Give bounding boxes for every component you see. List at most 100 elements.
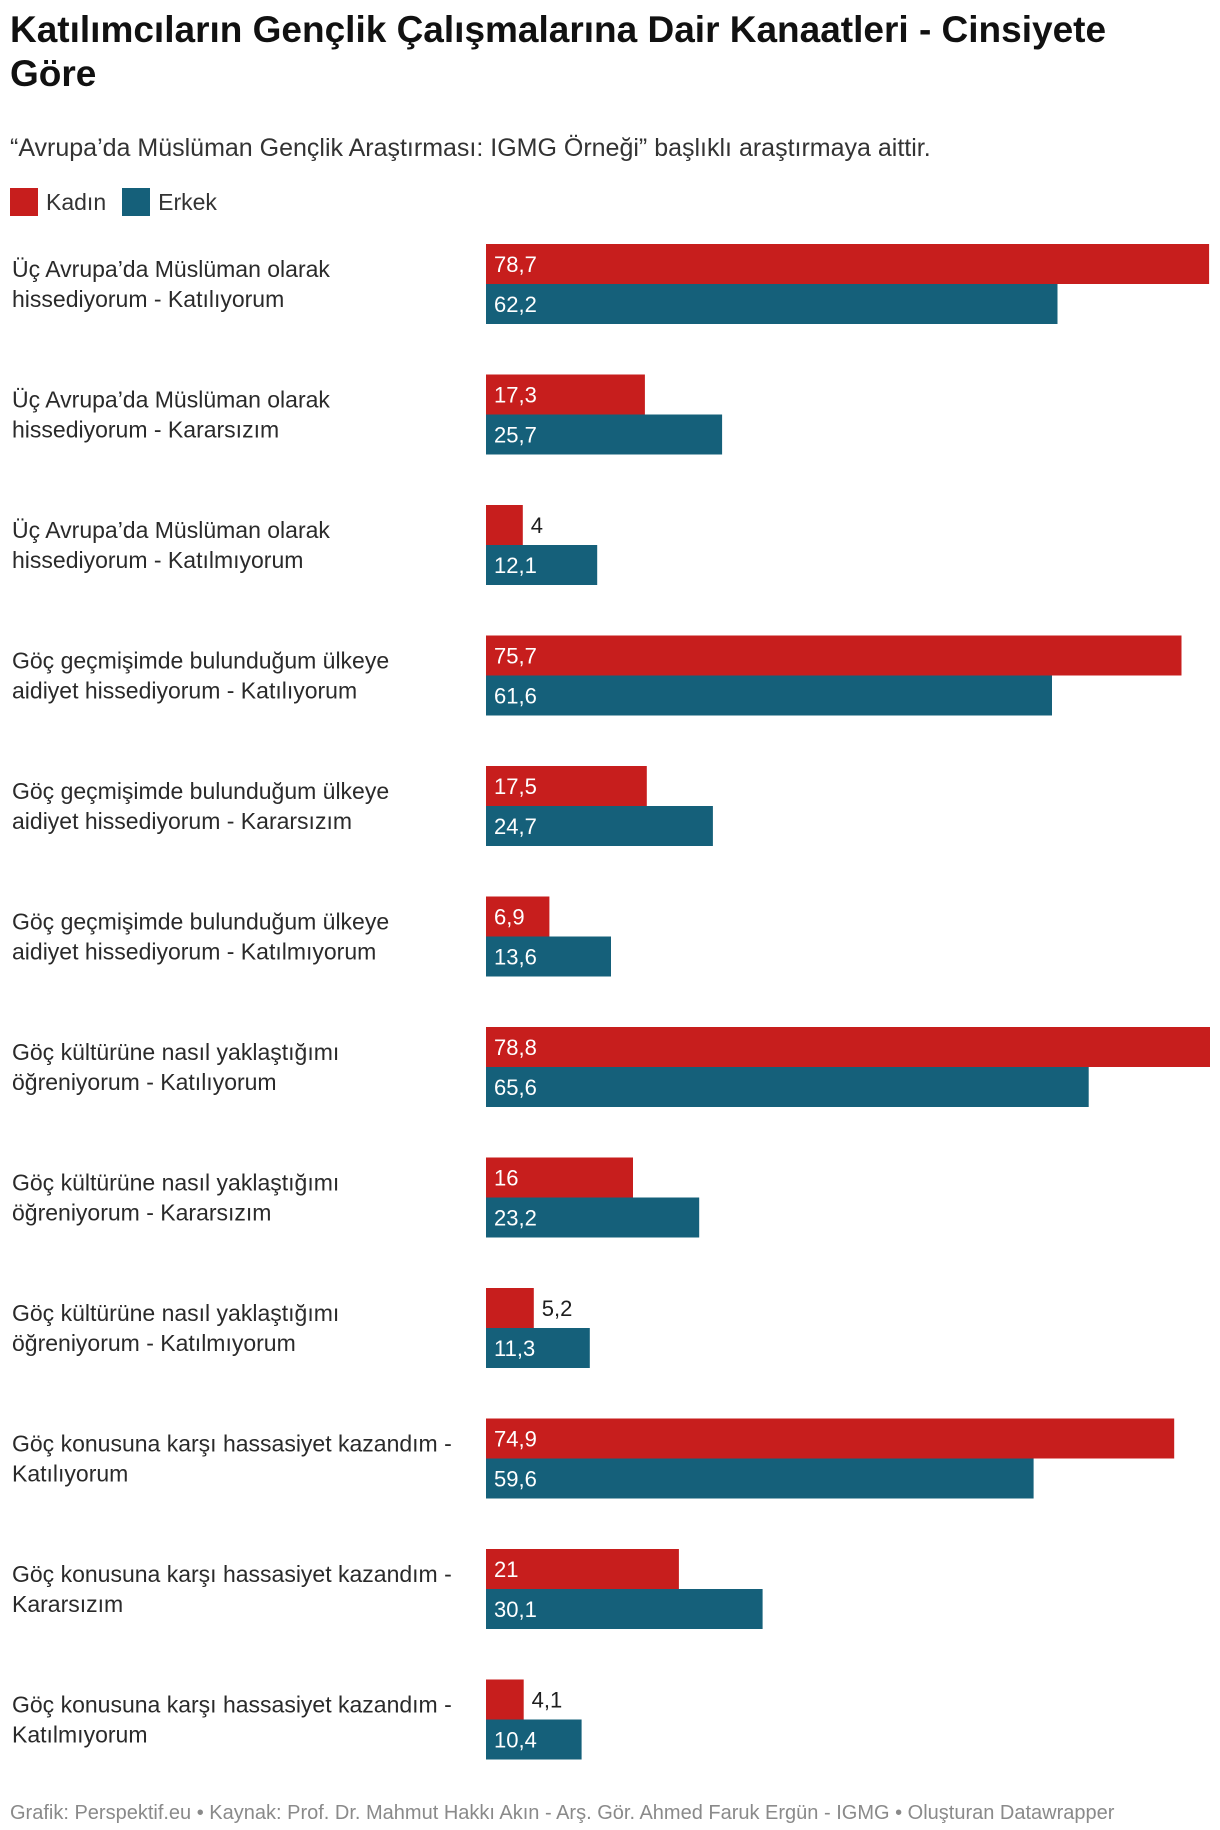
category-label: Üç Avrupa’da Müslüman olarak hissediyorum… bbox=[12, 387, 330, 443]
legend-swatch-kadin bbox=[10, 188, 38, 216]
bar-erkek bbox=[486, 806, 713, 846]
category-label-line: Üç Avrupa’da Müslüman olarak bbox=[12, 387, 330, 413]
category-label: Göç kültürüne nasıl yaklaştığımı öğreniyo… bbox=[12, 1039, 339, 1095]
value-label-erkek: 11,3 bbox=[494, 1336, 535, 1361]
legend-item-erkek: Erkek bbox=[122, 188, 217, 216]
bar-erkek bbox=[486, 936, 611, 977]
category-label-line: hissediyorum - Katılmıyorum bbox=[12, 547, 303, 573]
category-label-line: Göç geçmişimde bulunduğum ülkeye bbox=[12, 778, 389, 804]
category-label-line: Göç geçmişimde bulunduğum ülkeye bbox=[12, 648, 389, 674]
chart-title: Katılımcıların Gençlik Çalışmalarına Dai… bbox=[10, 9, 1107, 94]
value-label-kadin: 21 bbox=[494, 1557, 518, 1582]
category-label-line: Göç kültürüne nasıl yaklaştığımı bbox=[12, 1039, 339, 1065]
bar-kadin bbox=[486, 505, 523, 545]
value-label-erkek: 10,4 bbox=[494, 1728, 537, 1753]
bar-kadin bbox=[486, 374, 645, 415]
bar-erkek bbox=[486, 1458, 1034, 1499]
category-label-line: Kararsızım bbox=[12, 1591, 123, 1617]
category-label: Göç geçmişimde bulunduğum ülkeye aidiyet … bbox=[12, 648, 389, 704]
category-label-line: Katılıyorum bbox=[12, 1461, 128, 1487]
value-label-kadin: 78,8 bbox=[494, 1035, 537, 1060]
value-label-erkek: 13,6 bbox=[494, 945, 537, 970]
category-label-line: aidiyet hissediyorum - Katılmıyorum bbox=[12, 939, 376, 965]
bar-erkek bbox=[486, 1589, 763, 1629]
bar-kadin bbox=[486, 1679, 524, 1720]
value-label-kadin: 6,9 bbox=[494, 905, 525, 930]
category-label-line: Üç Avrupa’da Müslüman olarak bbox=[12, 517, 330, 543]
category-label: Göç geçmişimde bulunduğum ülkeye aidiyet … bbox=[12, 778, 389, 834]
category-label: Göç kültürüne nasıl yaklaştığımı öğreniyo… bbox=[12, 1300, 339, 1356]
bar-erkek bbox=[486, 414, 723, 455]
bar-erkek bbox=[486, 675, 1052, 716]
bar-kadin bbox=[486, 1027, 1210, 1067]
value-label-kadin: 78,7 bbox=[494, 252, 537, 277]
category-label: Göç geçmişimde bulunduğum ülkeye aidiyet … bbox=[12, 909, 389, 965]
value-label-kadin: 4 bbox=[531, 513, 543, 538]
category-label-line: Göç konusuna karşı hassasiyet kazandım - bbox=[12, 1431, 452, 1457]
value-label-erkek: 23,2 bbox=[494, 1206, 537, 1231]
category-label-line: Katılmıyorum bbox=[12, 1722, 147, 1748]
value-label-erkek: 12,1 bbox=[494, 553, 537, 578]
category-label-line: aidiyet hissediyorum - Katılıyorum bbox=[12, 678, 357, 704]
bar-group: Göç kültürüne nasıl yaklaştığımı öğreniyo… bbox=[12, 1027, 1210, 1107]
bar-group: Göç geçmişimde bulunduğum ülkeye aidiyet … bbox=[12, 766, 713, 846]
category-label-line: Göç kültürüne nasıl yaklaştığımı bbox=[12, 1300, 339, 1326]
category-label-line: hissediyorum - Katılıyorum bbox=[12, 286, 284, 312]
category-label-line: öğreniyorum - Katılıyorum bbox=[12, 1069, 277, 1095]
legend-label-erkek: Erkek bbox=[158, 188, 217, 215]
bar-kadin bbox=[486, 1288, 534, 1328]
bar-kadin bbox=[486, 1157, 633, 1198]
bar-kadin bbox=[486, 635, 1182, 676]
value-label-kadin: 16 bbox=[494, 1166, 518, 1191]
category-label: Göç konusuna karşı hassasiyet kazandım -… bbox=[12, 1431, 452, 1487]
bar-chart: Üç Avrupa’da Müslüman olarak hissediyorum… bbox=[12, 244, 1210, 1760]
bar-group: Üç Avrupa’da Müslüman olarak hissediyorum… bbox=[12, 374, 723, 455]
category-label: Üç Avrupa’da Müslüman olarak hissediyorum… bbox=[12, 256, 330, 312]
bar-erkek bbox=[486, 284, 1058, 324]
category-label: Göç kültürüne nasıl yaklaştığımı öğreniyo… bbox=[12, 1170, 339, 1226]
bar-group: Üç Avrupa’da Müslüman olarak hissediyorum… bbox=[12, 505, 598, 585]
bar-group: Göç kültürüne nasıl yaklaştığımı öğreniyo… bbox=[12, 1288, 590, 1368]
legend: Kadın Erkek bbox=[10, 188, 233, 216]
value-label-erkek: 24,7 bbox=[494, 814, 537, 839]
value-label-kadin: 4,1 bbox=[532, 1688, 563, 1713]
value-label-kadin: 75,7 bbox=[494, 644, 537, 669]
value-label-erkek: 59,6 bbox=[494, 1467, 537, 1492]
bar-kadin bbox=[486, 766, 647, 806]
bar-erkek bbox=[486, 1328, 590, 1368]
value-label-erkek: 62,2 bbox=[494, 292, 537, 317]
bar-kadin bbox=[486, 244, 1210, 284]
bar-kadin bbox=[486, 1549, 679, 1589]
value-label-erkek: 65,6 bbox=[494, 1075, 537, 1100]
category-label-line: Üç Avrupa’da Müslüman olarak bbox=[12, 256, 330, 282]
legend-item-kadin: Kadın bbox=[10, 188, 106, 216]
category-label: Göç konusuna karşı hassasiyet kazandım -… bbox=[12, 1692, 452, 1748]
category-label-line: Göç kültürüne nasıl yaklaştığımı bbox=[12, 1170, 339, 1196]
bar-kadin bbox=[486, 1418, 1175, 1459]
category-label-line: Göç konusuna karşı hassasiyet kazandım - bbox=[12, 1561, 452, 1587]
legend-label-kadin: Kadın bbox=[46, 188, 107, 215]
category-label-line: Göç geçmişimde bulunduğum ülkeye bbox=[12, 909, 389, 935]
value-label-kadin: 17,3 bbox=[494, 383, 537, 408]
bar-group: Göç geçmişimde bulunduğum ülkeye aidiyet … bbox=[12, 635, 1182, 716]
bar-erkek bbox=[486, 1067, 1089, 1107]
bar-kadin bbox=[486, 896, 550, 937]
category-label-line: aidiyet hissediyorum - Kararsızım bbox=[12, 808, 352, 834]
category-label-line: Göç konusuna karşı hassasiyet kazandım - bbox=[12, 1692, 452, 1718]
bar-erkek bbox=[486, 545, 598, 585]
chart-subtitle: “Avrupa’da Müslüman Gençlik Araştırması:… bbox=[10, 134, 931, 162]
bar-group: Göç konusuna karşı hassasiyet kazandım -… bbox=[12, 1418, 1175, 1499]
value-label-kadin: 74,9 bbox=[494, 1427, 537, 1452]
value-label-erkek: 25,7 bbox=[494, 423, 537, 448]
value-label-erkek: 30,1 bbox=[494, 1597, 537, 1622]
category-label-line: hissediyorum - Kararsızım bbox=[12, 417, 279, 443]
footer-credits: Grafik: Perspektif.eu • Kaynak: Prof. Dr… bbox=[10, 1802, 1115, 1824]
value-label-erkek: 61,6 bbox=[494, 684, 537, 709]
bar-group: Göç kültürüne nasıl yaklaştığımı öğreniyo… bbox=[12, 1157, 700, 1238]
legend-swatch-erkek bbox=[122, 188, 151, 216]
bar-erkek bbox=[486, 1197, 700, 1238]
bar-group: Göç konusuna karşı hassasiyet kazandım -… bbox=[12, 1679, 582, 1760]
category-label: Göç konusuna karşı hassasiyet kazandım -… bbox=[12, 1561, 452, 1617]
category-label-line: öğreniyorum - Kararsızım bbox=[12, 1200, 271, 1226]
bar-erkek bbox=[486, 1719, 582, 1760]
